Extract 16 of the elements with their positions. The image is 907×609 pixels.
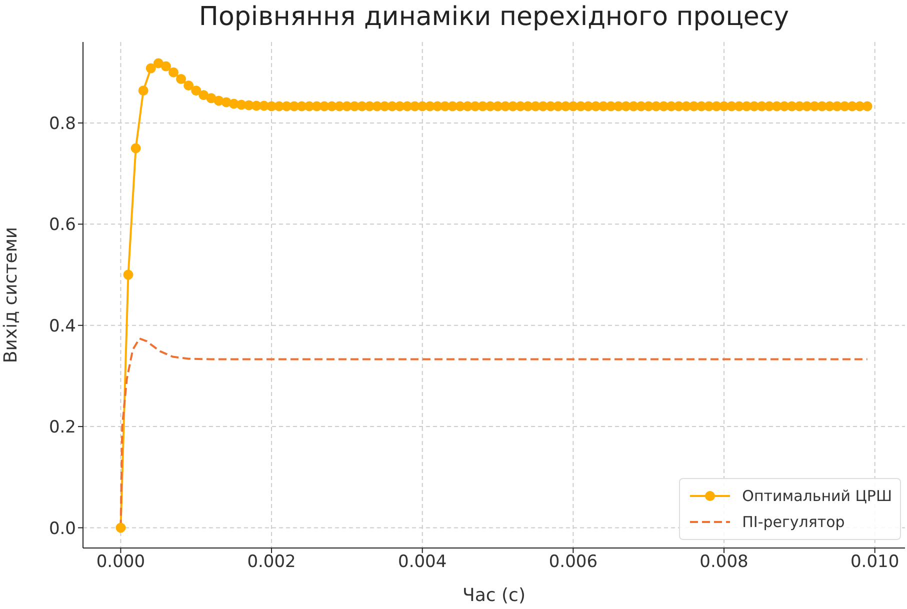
x-tick-label: 0.002 [247,552,296,572]
chart-title: Порівняння динаміки перехідного процесу [198,2,790,32]
y-tick-label: 0.4 [48,316,76,336]
x-tick-label: 0.004 [398,552,447,572]
x-tick-label: 0.008 [700,552,748,572]
y-axis-title: Вихід системи [0,226,22,364]
x-tick-label: 0.010 [850,552,900,572]
x-tick-label: 0.000 [96,552,146,572]
y-tick-label: 0.6 [48,215,76,236]
x-axis-title: Час (с) [462,585,526,606]
y-tick-label: 0.0 [48,518,76,539]
legend-label: ПІ-регулятор [742,513,845,531]
y-tick-label: 0.2 [48,418,76,438]
y-tick-label: 0.8 [48,114,76,134]
legend-label: Оптимальний ЦРШ [742,487,892,505]
x-tick-label: 0.006 [548,552,598,572]
